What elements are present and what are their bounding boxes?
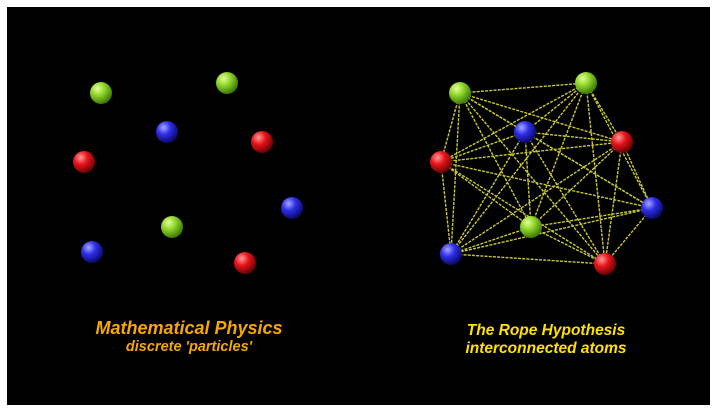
rope-line xyxy=(450,141,623,255)
red-particle xyxy=(234,252,256,274)
rope-line xyxy=(530,226,606,265)
rope-line xyxy=(524,131,623,143)
rope-line xyxy=(440,161,653,209)
rope-line xyxy=(530,82,587,228)
rope-line xyxy=(440,161,452,255)
rope-line xyxy=(530,207,653,228)
rope-line xyxy=(450,131,526,255)
left-caption-subtitle: discrete 'particles' xyxy=(125,338,253,355)
rope-line xyxy=(450,207,653,255)
left-caption-title: Mathematical Physics xyxy=(95,318,283,338)
blue-atom xyxy=(440,243,462,265)
rope-line xyxy=(604,141,623,265)
rope-line xyxy=(585,82,623,143)
blue-atom xyxy=(641,197,663,219)
rope-line xyxy=(440,141,623,163)
rope-line xyxy=(459,92,606,265)
rope-line xyxy=(604,207,653,265)
right-atom-group xyxy=(430,72,663,275)
rope-line xyxy=(524,82,587,133)
right-caption-title: The Rope Hypothesis xyxy=(466,322,626,339)
red-atom xyxy=(594,253,616,275)
rope-line xyxy=(621,141,653,209)
left-caption: Mathematical Physics discrete 'particles… xyxy=(39,318,339,355)
rope-line xyxy=(459,82,587,94)
rope-line xyxy=(440,92,461,163)
blue-atom xyxy=(514,121,536,143)
blue-particle xyxy=(156,121,178,143)
green-atom xyxy=(449,82,471,104)
blue-particle xyxy=(281,197,303,219)
green-particle xyxy=(161,216,183,238)
left-particle-group xyxy=(73,72,303,274)
rope-line xyxy=(450,253,606,265)
rope-line xyxy=(524,131,606,265)
blue-particle xyxy=(81,241,103,263)
rope-line xyxy=(459,92,623,143)
right-caption: The Rope Hypothesis interconnected atoms xyxy=(396,322,696,358)
green-atom xyxy=(520,216,542,238)
red-particle xyxy=(251,131,273,153)
rope-line xyxy=(450,226,532,255)
green-particle xyxy=(90,82,112,104)
right-caption-subtitle: interconnected atoms xyxy=(465,339,627,357)
green-particle xyxy=(216,72,238,94)
rope-line xyxy=(440,161,532,228)
diagram-frame xyxy=(7,7,710,405)
rope-line xyxy=(440,82,587,163)
rope-line xyxy=(440,161,606,265)
rope-line xyxy=(530,141,623,228)
red-particle xyxy=(73,151,95,173)
red-atom xyxy=(611,131,633,153)
rope-line xyxy=(524,131,532,228)
rope-line xyxy=(585,82,653,209)
green-atom xyxy=(575,72,597,94)
rope-line xyxy=(459,92,532,228)
rope-line xyxy=(524,131,653,209)
rope-line xyxy=(440,131,526,163)
rope-line xyxy=(450,82,587,255)
red-atom xyxy=(430,151,452,173)
rope-connection-group xyxy=(440,82,653,265)
rope-line xyxy=(450,92,461,255)
